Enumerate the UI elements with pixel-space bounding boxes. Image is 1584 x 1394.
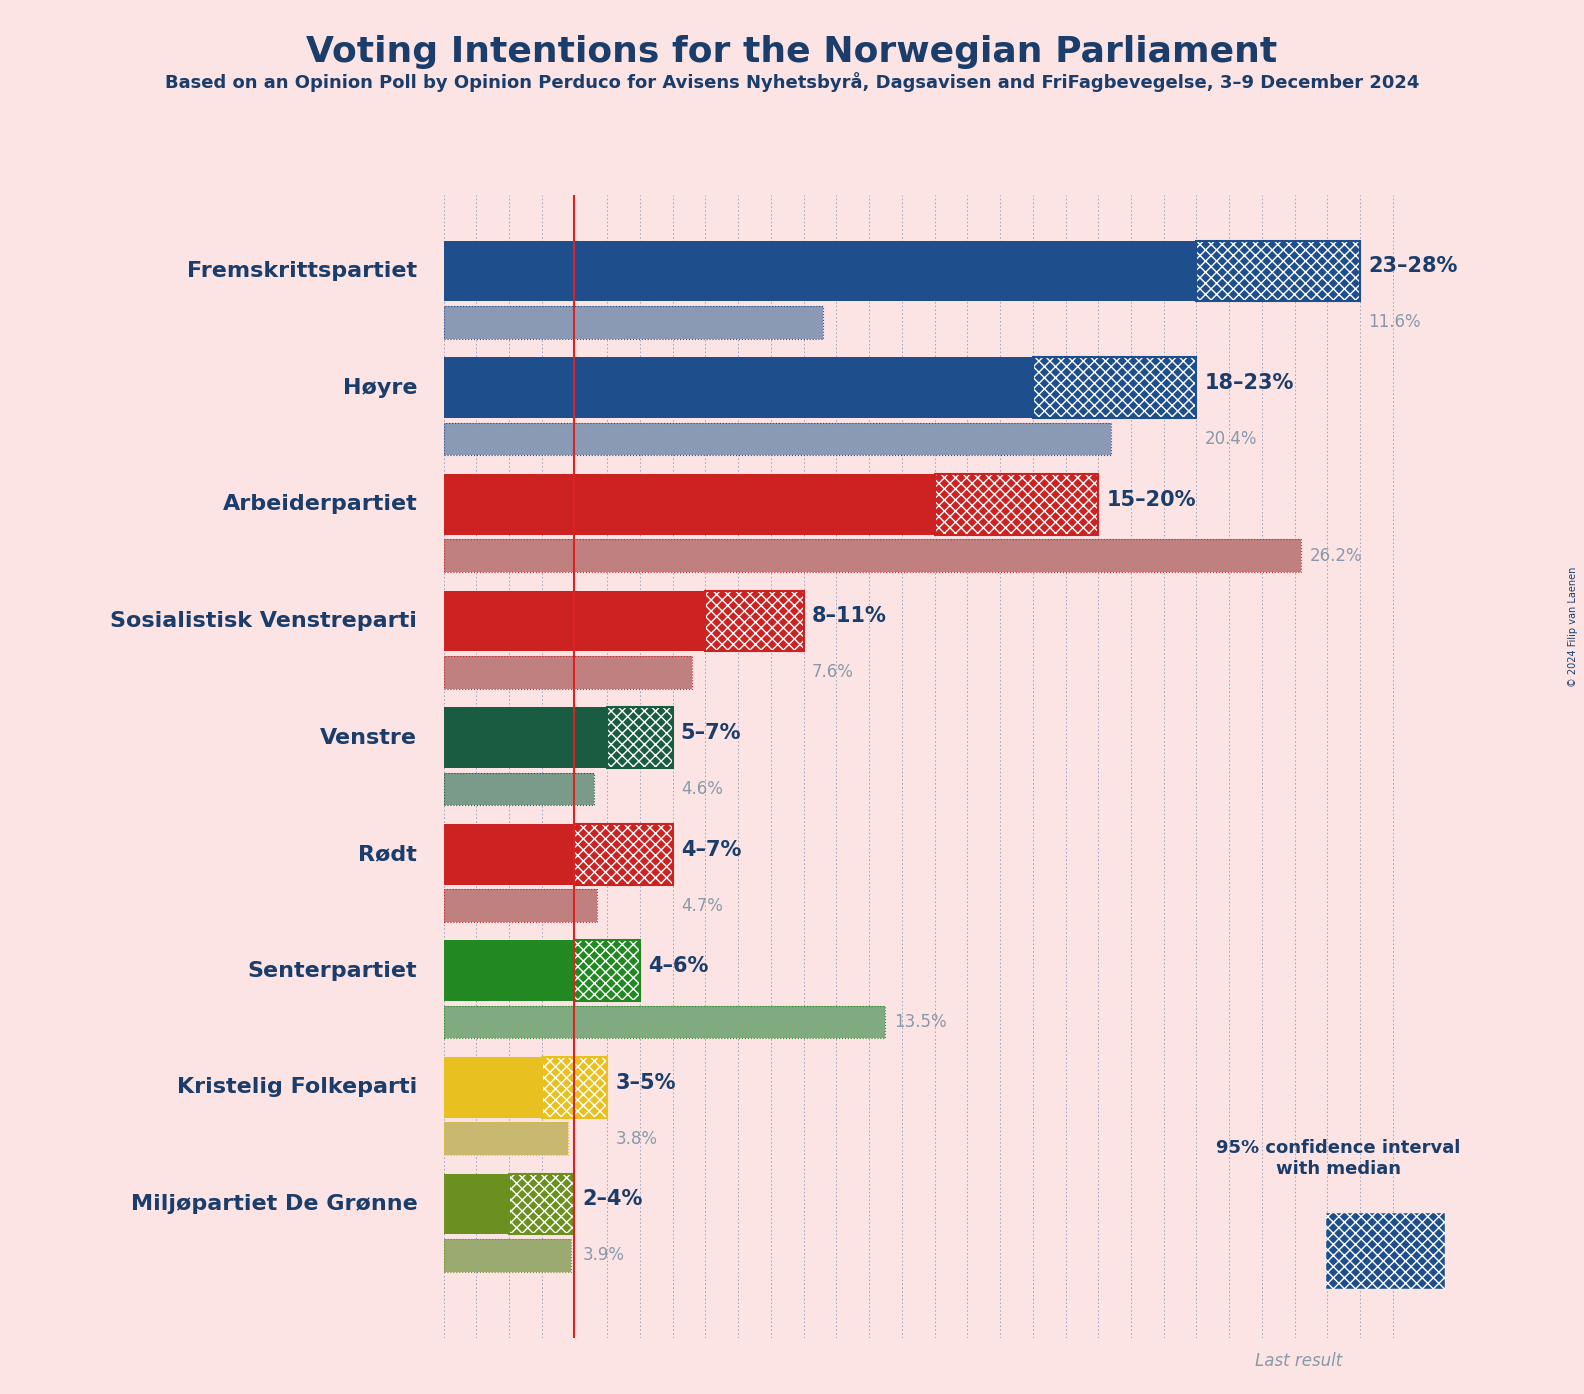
Bar <box>444 1057 542 1118</box>
Bar <box>1196 241 1361 301</box>
Bar <box>935 474 1098 534</box>
Bar <box>444 941 575 1001</box>
Text: 13.5%: 13.5% <box>893 1013 946 1032</box>
Bar <box>542 1057 607 1118</box>
Bar <box>575 824 673 885</box>
Bar <box>575 941 640 1001</box>
Bar <box>444 1239 572 1271</box>
Bar <box>575 824 673 885</box>
Bar <box>607 707 673 768</box>
Text: Arbeiderpartiet: Arbeiderpartiet <box>223 495 417 514</box>
Text: 23–28%: 23–28% <box>1369 256 1457 276</box>
Text: 26.2%: 26.2% <box>1310 546 1362 565</box>
Bar <box>444 1006 885 1039</box>
Text: 4.7%: 4.7% <box>681 896 722 914</box>
Bar <box>444 241 1196 301</box>
Bar <box>508 1174 575 1235</box>
Bar <box>607 707 673 768</box>
Text: 5–7%: 5–7% <box>681 723 741 743</box>
Bar <box>508 1174 575 1235</box>
Text: Miljøpartiet De Grønne: Miljøpartiet De Grønne <box>130 1195 417 1214</box>
Bar <box>444 707 607 768</box>
Bar <box>444 591 705 651</box>
Bar <box>444 889 597 921</box>
Bar <box>444 305 824 339</box>
Text: 11.6%: 11.6% <box>1369 314 1421 332</box>
Bar <box>575 824 673 885</box>
Bar <box>444 1122 569 1156</box>
Text: Rødt: Rødt <box>358 845 417 864</box>
Bar <box>575 941 640 1001</box>
Bar <box>705 591 803 651</box>
Text: 3–5%: 3–5% <box>616 1073 676 1093</box>
Bar <box>508 1174 575 1235</box>
Text: 3.8%: 3.8% <box>616 1129 657 1147</box>
Bar <box>444 357 1033 418</box>
Text: 4.6%: 4.6% <box>681 779 722 797</box>
Bar <box>575 941 640 1001</box>
Text: Kristelig Folkeparti: Kristelig Folkeparti <box>177 1078 417 1097</box>
Bar <box>935 474 1098 534</box>
Bar <box>444 539 1300 572</box>
Bar <box>1196 241 1361 301</box>
Text: 18–23%: 18–23% <box>1205 374 1294 393</box>
Text: Høyre: Høyre <box>342 378 417 397</box>
Bar <box>444 474 935 534</box>
Text: 95% confidence interval
with median: 95% confidence interval with median <box>1217 1139 1460 1178</box>
Bar <box>444 824 575 885</box>
Bar <box>444 422 1112 456</box>
Text: 8–11%: 8–11% <box>813 606 887 626</box>
Bar <box>444 1174 508 1235</box>
Bar <box>444 1006 885 1039</box>
Bar <box>542 1057 607 1118</box>
Bar <box>444 539 1300 572</box>
Text: 20.4%: 20.4% <box>1205 429 1258 447</box>
Bar <box>444 772 594 806</box>
Bar <box>444 1122 569 1156</box>
Text: Senterpartiet: Senterpartiet <box>247 960 417 981</box>
Bar <box>607 707 673 768</box>
Bar <box>705 591 803 651</box>
Text: © 2024 Filip van Laenen: © 2024 Filip van Laenen <box>1568 567 1578 687</box>
Text: Last result: Last result <box>1255 1352 1343 1370</box>
Text: Voting Intentions for the Norwegian Parliament: Voting Intentions for the Norwegian Parl… <box>306 35 1278 68</box>
Bar <box>542 1057 607 1118</box>
Text: Based on an Opinion Poll by Opinion Perduco for Avisens Nyhetsbyrå, Dagsavisen a: Based on an Opinion Poll by Opinion Perd… <box>165 72 1419 92</box>
Text: 4–7%: 4–7% <box>681 839 741 860</box>
Text: 7.6%: 7.6% <box>813 664 854 682</box>
Bar <box>444 422 1112 456</box>
Bar <box>444 772 594 806</box>
Bar <box>444 305 824 339</box>
Text: 4–6%: 4–6% <box>648 956 708 976</box>
Bar <box>444 889 597 921</box>
Text: Sosialistisk Venstreparti: Sosialistisk Venstreparti <box>111 611 417 631</box>
Text: 2–4%: 2–4% <box>583 1189 643 1210</box>
Text: 15–20%: 15–20% <box>1107 489 1196 510</box>
Bar <box>935 474 1098 534</box>
Bar <box>444 657 692 689</box>
Text: 3.9%: 3.9% <box>583 1246 624 1264</box>
Bar <box>1196 241 1361 301</box>
Bar <box>705 591 803 651</box>
Bar <box>1033 357 1196 418</box>
Bar <box>444 1239 572 1271</box>
Bar <box>1033 357 1196 418</box>
Bar <box>444 657 692 689</box>
Text: Fremskrittspartiet: Fremskrittspartiet <box>187 261 417 282</box>
Text: Venstre: Venstre <box>320 728 417 747</box>
Bar <box>1033 357 1196 418</box>
